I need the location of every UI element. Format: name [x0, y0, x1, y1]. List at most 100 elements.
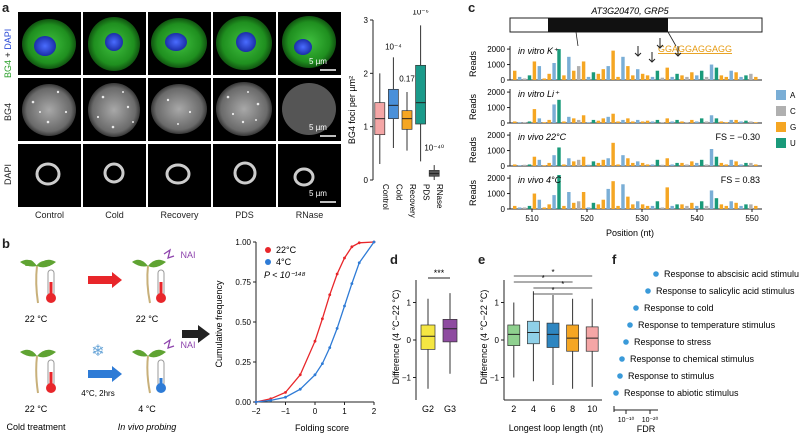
- read-bar: [527, 205, 532, 209]
- read-bar: [537, 118, 542, 123]
- read-bar: [596, 204, 601, 209]
- go-term-dot: [627, 322, 633, 328]
- read-bar: [557, 175, 561, 209]
- read-bar: [699, 159, 704, 166]
- legend-22c-marker: [265, 247, 271, 253]
- read-bar: [645, 75, 650, 80]
- read-bar: [581, 115, 586, 123]
- d-ytick-label: −1: [402, 374, 412, 383]
- go-term-label: Response to cold: [644, 303, 714, 313]
- read-bar: [552, 195, 556, 209]
- read-bar: [744, 162, 748, 166]
- go-term-label: Response to temperature stimulus: [638, 320, 776, 330]
- read-bar: [695, 205, 699, 209]
- read-bar: [709, 115, 714, 123]
- go-term-dot: [617, 373, 623, 379]
- read-bar: [596, 162, 601, 166]
- read-bar: [714, 198, 719, 209]
- cdf-point: [343, 304, 346, 308]
- read-bar: [690, 72, 694, 80]
- read-bar: [601, 69, 606, 80]
- row-label-dapi: DAPI: [3, 163, 13, 185]
- track-ytick-label: 2000: [487, 131, 505, 140]
- condition-labels: Control Cold Recovery PDS RNase: [18, 210, 343, 224]
- legend-g: G: [790, 123, 796, 132]
- read-bar: [572, 161, 576, 166]
- read-bar: [704, 205, 709, 209]
- read-bar: [522, 164, 527, 166]
- d-ytick-label: 0: [407, 336, 412, 345]
- read-bar: [729, 119, 733, 123]
- temp-top-right: 22 °C: [136, 314, 159, 324]
- read-bar: [517, 122, 522, 123]
- read-bar: [616, 164, 620, 166]
- folding-score: FS = 0.83: [721, 175, 760, 185]
- track-ytick-label: 2000: [487, 88, 505, 97]
- e-category-label: 8: [570, 404, 575, 414]
- legend-4c-marker: [265, 259, 271, 265]
- read-bar: [616, 205, 620, 209]
- bottom-seedling: [20, 349, 56, 394]
- read-bar: [685, 76, 689, 80]
- loop-length-boxplot: −1 0 1 2 4 6 8 10 * * * * Difference (4 °C−22 °C) L…: [479, 268, 603, 433]
- folding-score: FS = −0.30: [715, 132, 760, 142]
- go-term-label: Response to stress: [634, 337, 712, 347]
- read-bar: [704, 76, 709, 80]
- cdf-chart: 0.00 0.25 0.50 0.75 1.00 −2 −1 0 1 2 22°C 4°C P < 10…: [214, 238, 377, 433]
- top-seedling-right: [132, 248, 175, 304]
- cdf-point: [350, 282, 354, 285]
- read-bar: [724, 205, 729, 209]
- cdf-point: [284, 391, 287, 394]
- panel-e-letter: e: [478, 252, 486, 267]
- read-bar: [655, 119, 660, 123]
- read-bar: [680, 162, 684, 166]
- read-bar: [680, 204, 684, 209]
- read-bar: [739, 121, 743, 123]
- track-ytick-label: 1000: [487, 104, 505, 113]
- d-significance: ***: [434, 268, 445, 278]
- probing-schematic: 22 °C 22 °C NAI ❄ 4°C, 2hrs NAI 22 °C 4 …: [6, 248, 210, 432]
- read-bar: [685, 205, 689, 209]
- panel-f-letter: f: [612, 252, 617, 267]
- legend-a: A: [790, 91, 796, 100]
- read-bar: [724, 164, 729, 166]
- go-term-dot: [613, 390, 619, 396]
- a-category-label: PDS: [422, 184, 431, 200]
- e-ytick-label: 1: [495, 299, 500, 308]
- read-bar: [567, 116, 571, 123]
- read-bar: [675, 73, 679, 80]
- read-bar: [513, 70, 517, 80]
- read-bar: [513, 121, 517, 123]
- e-significance: *: [551, 286, 554, 295]
- track1-ylabel: Reads: [468, 50, 478, 77]
- e-category-label: 4: [531, 404, 536, 414]
- thermometer-top-left: [46, 269, 56, 303]
- read-bar: [704, 164, 709, 166]
- a-category-label: Cold: [394, 184, 403, 200]
- read-bar: [744, 75, 748, 80]
- track-ytick-label: 0: [501, 119, 506, 128]
- read-bar: [739, 76, 743, 80]
- read-bar: [714, 118, 719, 123]
- read-bar: [680, 75, 684, 80]
- read-bar: [709, 149, 714, 166]
- read-bar: [734, 119, 738, 123]
- cdf-point: [313, 339, 317, 343]
- legend-u: U: [790, 139, 796, 148]
- label-plus: +: [3, 49, 13, 60]
- read-bar: [749, 121, 753, 123]
- cdf-ylabel: Cumulative frequency: [214, 280, 224, 368]
- read-bar: [581, 156, 586, 166]
- base-legend: A C G U: [776, 90, 796, 148]
- a-category-label: Recovery: [408, 184, 417, 218]
- cdf-xtick-label: −1: [281, 407, 291, 416]
- cdf-xtick-label: 2: [372, 407, 377, 416]
- read-bar: [537, 199, 542, 209]
- scale-label-1: 5 µm: [309, 57, 327, 66]
- a-box-pds: [415, 64, 426, 125]
- read-bar: [611, 113, 615, 123]
- a-category-label: RNase: [435, 184, 444, 209]
- read-bar: [601, 159, 606, 166]
- go-term-label: Response to chemical stimulus: [630, 354, 755, 364]
- read-bar: [690, 119, 694, 123]
